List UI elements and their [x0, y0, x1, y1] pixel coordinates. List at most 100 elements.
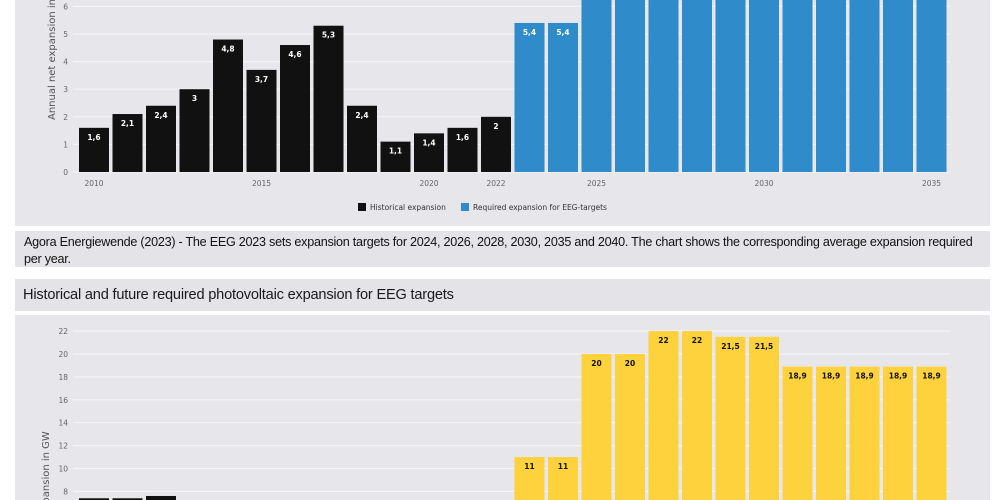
bar-value-label: 3,7 [255, 75, 268, 84]
bar-value-label: 21,5 [755, 342, 774, 351]
bar-2018 [347, 105, 377, 172]
y-tick-label: 14 [58, 419, 68, 428]
bar-value-label: 20 [625, 359, 635, 368]
legend: Historical expansion Required expansion … [358, 203, 607, 212]
y-axis-ticks: 8 10 12 14 16 18 20 22 [58, 327, 68, 496]
bar-2012 [146, 495, 176, 500]
bar-value-label: 4,8 [221, 45, 234, 54]
bar-2022 [481, 116, 511, 172]
y-tick-label: 2 [63, 113, 68, 122]
bar-2033 [849, 366, 880, 500]
bar-2034 [883, 0, 913, 172]
bar-2016 [280, 45, 310, 172]
bar-2024 [548, 22, 578, 173]
bar-2030 [749, 336, 779, 500]
y-tick-label: 4 [63, 58, 68, 67]
y-axis-ticks: 0 1 2 3 4 5 6 [63, 2, 68, 177]
pv-chart-panel: 8 10 12 14 16 18 20 22 Annual net expansion in … [15, 315, 990, 500]
bar-2027 [648, 0, 679, 172]
bar-value-label: 2 [493, 122, 498, 131]
bar-2030 [749, 0, 779, 172]
bar-2024 [548, 457, 578, 500]
bar-2033 [849, 0, 880, 172]
bar-2028 [682, 331, 712, 500]
bar-2027 [648, 331, 679, 500]
bar-2025 [581, 354, 612, 500]
bar-2023 [514, 457, 545, 500]
bar-value-label: 21,5 [721, 342, 740, 351]
bar-2020 [414, 133, 444, 172]
pv-chart-title-panel: Historical and future required photovolt… [15, 279, 990, 311]
bar-value-label: 20 [591, 359, 601, 368]
bar-value-label: 4,6 [288, 50, 301, 59]
y-tick-label: 12 [58, 442, 68, 451]
bar-2010 [79, 127, 109, 172]
bar-value-label: 2,4 [355, 111, 368, 120]
y-tick-label: 22 [58, 327, 68, 336]
legend-swatch-historical [358, 203, 366, 211]
bar-2035 [916, 366, 947, 500]
y-tick-label: 20 [58, 350, 68, 359]
bar-2026 [615, 354, 645, 500]
bar-2028 [682, 0, 712, 172]
bar-2021 [447, 127, 478, 172]
x-tick-label: 2010 [84, 179, 103, 188]
bar-2034 [883, 366, 913, 500]
bar-value-label: 18,9 [855, 372, 874, 381]
y-tick-label: 10 [58, 465, 68, 474]
bar-2014 [213, 39, 243, 172]
bar-2029 [715, 0, 746, 172]
bar-value-label: 11 [558, 462, 568, 471]
y-tick-label: 3 [63, 85, 68, 94]
x-tick-label: 2030 [754, 179, 773, 188]
bar-2032 [816, 0, 846, 172]
bar-value-label: 22 [658, 336, 668, 345]
bar-value-label: 1,6 [87, 133, 100, 142]
y-tick-label: 18 [58, 373, 68, 382]
legend-label-historical: Historical expansion [370, 203, 446, 212]
bars: 11 11 20 20 22 22 21,5 21,5 18,9 18,9 18,9 18,9 18,9 [79, 331, 947, 500]
x-tick-label: 2022 [486, 179, 505, 188]
bars: 1,6 2,1 2,4 3 4,8 3,7 4,6 5,3 2,4 1,1 1,4 1,6 2 5,4 5,… [79, 0, 947, 173]
bar-2032 [816, 366, 846, 500]
pv-expansion-chart: 8 10 12 14 16 18 20 22 Annual net expansion in … [41, 327, 950, 500]
bar-value-label: 5,4 [523, 28, 536, 37]
x-axis-ticks: 2010 2015 2020 2022 2025 2030 2035 [84, 179, 941, 188]
y-tick-label: 5 [63, 30, 68, 39]
y-tick-label: 8 [63, 487, 68, 496]
bar-2012 [146, 105, 176, 172]
bar-value-label: 18,9 [788, 372, 807, 381]
bar-2035 [916, 0, 947, 172]
x-tick-label: 2020 [419, 179, 438, 188]
bar-value-label: 2,4 [154, 111, 167, 120]
bar-value-label: 18,9 [922, 372, 941, 381]
bar-2013 [179, 89, 210, 172]
y-tick-label: 6 [63, 2, 68, 11]
bar-2010 [79, 498, 109, 500]
bar-value-label: 1,1 [389, 147, 402, 156]
y-tick-label: 16 [58, 396, 68, 405]
bar-value-label: 18,9 [822, 372, 841, 381]
wind-expansion-chart: 0 1 2 3 4 5 6 Annual net expansion in G 1,6 2,1… [47, 0, 950, 212]
bar-value-label: 18,9 [889, 372, 908, 381]
y-axis-title: Annual net expansion in GW [41, 431, 52, 500]
bar-2011 [112, 498, 143, 500]
x-tick-label: 2015 [252, 179, 271, 188]
bar-value-label: 22 [692, 336, 702, 345]
legend-label-required: Required expansion for EEG-targets [473, 203, 607, 212]
y-axis-title: Annual net expansion in G [47, 0, 58, 120]
bar-2026 [615, 0, 645, 172]
y-tick-label: 1 [63, 140, 68, 149]
wind-chart-panel: 0 1 2 3 4 5 6 Annual net expansion in G 1,6 2,1… [15, 0, 990, 226]
bar-2019 [380, 141, 411, 172]
bar-2031 [782, 0, 813, 172]
pv-chart-title: Historical and future required photovolt… [23, 287, 454, 303]
y-tick-label: 0 [63, 168, 68, 177]
bar-value-label: 3 [192, 94, 197, 103]
bar-value-label: 5,3 [322, 31, 335, 40]
chart-caption-panel: Agora Energiewende (2023) - The EEG 2023… [15, 231, 990, 267]
bar-2029 [715, 336, 746, 500]
bar-2031 [782, 366, 813, 500]
bar-2023 [514, 22, 545, 173]
bar-2025 [581, 0, 612, 172]
